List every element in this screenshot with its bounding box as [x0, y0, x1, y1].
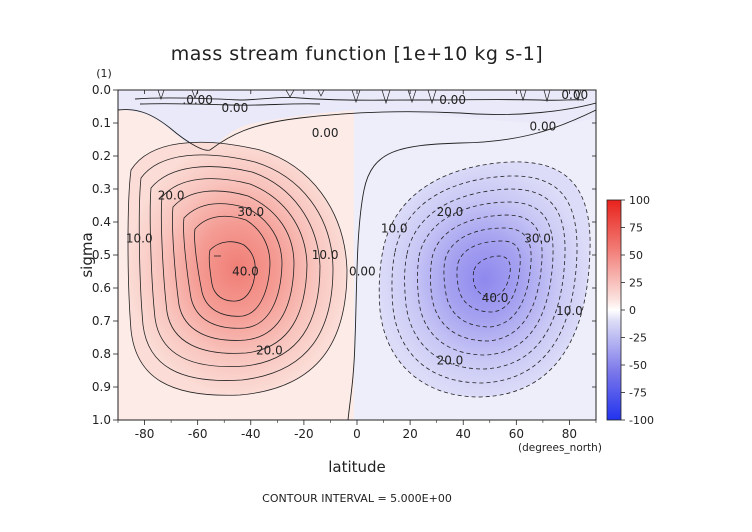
plot-body: .0.00 0.00 0.00 0.00 0.00 0.00 0.00 20.0 10.0 30.… — [118, 88, 596, 420]
colorbar-tick-label: -100 — [629, 414, 654, 427]
contour-label: 20.0 — [437, 354, 464, 368]
colorbar-tick-label: -50 — [629, 359, 647, 372]
x-tick-label: 40 — [456, 427, 471, 441]
contour-label: 0.00 — [221, 101, 248, 115]
zero-contours — [118, 97, 596, 420]
x-tick-label: 60 — [509, 427, 524, 441]
y-tick-label: 0.8 — [92, 347, 111, 361]
contour-label: 10.0 — [126, 232, 153, 246]
contour-label: 0.00 — [349, 265, 376, 279]
northern-cell-fill — [379, 161, 591, 397]
x-tick-label: -60 — [188, 427, 208, 441]
colorbar-tick-label: 75 — [629, 222, 643, 235]
y-tick-label: 0.4 — [92, 215, 111, 229]
x-tick-label: -80 — [135, 427, 155, 441]
contour-label: 10.0 — [381, 222, 408, 236]
contour-label: 0.00 — [439, 93, 466, 107]
colorbar-tick-label: 100 — [629, 194, 650, 207]
x-axis: -80 -60 -40 -20 0 20 40 60 80 — [117, 90, 597, 441]
contour-label: 0.00 — [312, 126, 339, 140]
colorbar-gradient — [606, 199, 622, 421]
contour-label: 40.0 — [482, 291, 509, 305]
contour-label: 40.0 — [232, 265, 259, 279]
contour-label: 0.00 — [561, 88, 588, 102]
colorbar-tick-label: 0 — [629, 304, 636, 317]
colorbar-tick-label: -75 — [629, 387, 647, 400]
y-tick-label: 0.1 — [92, 116, 111, 130]
x-tick-label: -40 — [241, 427, 261, 441]
contour-label: .0.00 — [182, 93, 213, 107]
northern-contours — [378, 161, 591, 398]
top-spikes — [157, 90, 582, 105]
colorbar-tick-label: 50 — [629, 249, 643, 262]
contour-labels: .0.00 0.00 0.00 0.00 0.00 0.00 0.00 20.0 10.0 30.… — [126, 88, 588, 368]
contour-label: 10.0 — [556, 304, 583, 318]
x-tick-label: 20 — [402, 427, 417, 441]
y-tick-label: 0.2 — [92, 149, 111, 163]
colorbar-ticks: 100 75 50 25 0 -25 -50 -75 -100 — [621, 194, 654, 427]
chart-title: mass stream function [1e+10 kg s-1] — [171, 43, 543, 65]
y-unit-label: (1) — [96, 67, 112, 80]
y-tick-label: 0.5 — [92, 248, 111, 262]
colorbar-tick-label: 25 — [629, 277, 643, 290]
southern-contours — [127, 141, 348, 396]
contour-interval-note: CONTOUR INTERVAL = 5.000E+00 — [262, 492, 452, 505]
y-tick-label: 0.0 — [92, 83, 111, 97]
contour-label: 20.0 — [256, 344, 283, 358]
y-tick-label: 0.7 — [92, 314, 111, 328]
y-tick-label: 0.6 — [92, 281, 111, 295]
contour-label: 20.0 — [158, 189, 185, 203]
y-axis-label: sigma — [78, 232, 96, 277]
y-tick-label: 1.0 — [92, 413, 111, 427]
colorbar-tick-label: -25 — [629, 332, 647, 345]
x-tick-label: -20 — [294, 427, 314, 441]
x-unit-label: (degrees_north) — [518, 442, 602, 454]
y-axis: 0.0 0.1 0.2 0.3 0.4 0.5 0.6 0.7 0.8 0.9 1.0 — [92, 83, 596, 427]
contour-label: 10.0 — [312, 248, 339, 262]
x-tick-label: 80 — [562, 427, 577, 441]
southern-cell-fill — [128, 142, 347, 396]
contour-label: 30.0 — [237, 205, 264, 219]
colorbar: 100 75 50 25 0 -25 -50 -75 -100 — [606, 194, 654, 427]
x-tick-label: 0 — [353, 427, 361, 441]
y-tick-label: 0.9 — [92, 380, 111, 394]
contour-label: 30.0 — [524, 232, 551, 246]
contour-label: 0.00 — [530, 119, 557, 133]
contour-label: 20.0 — [437, 205, 464, 219]
y-tick-label: 0.3 — [92, 182, 111, 196]
x-axis-label: latitude — [328, 458, 386, 476]
